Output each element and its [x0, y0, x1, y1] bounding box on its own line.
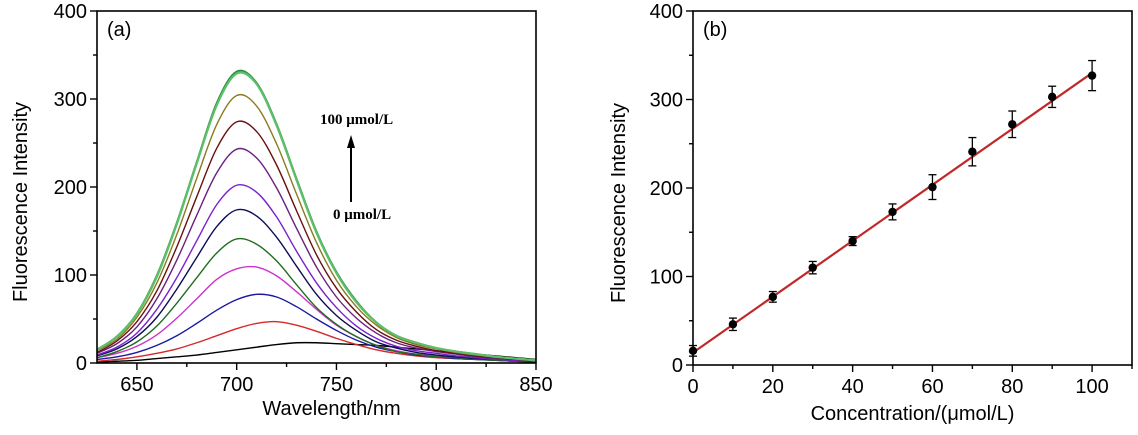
y-tick-label: 200 — [650, 178, 683, 200]
data-point-with-error-bar — [968, 136, 977, 167]
y-tick-label: 0 — [76, 353, 87, 375]
data-point — [728, 320, 738, 329]
x-axis-title: Concentration/(μmol/L) — [811, 403, 1015, 425]
data-point — [1087, 71, 1097, 80]
spectra-curves — [96, 69, 537, 363]
data-point — [928, 182, 937, 192]
spectrum-line — [96, 208, 537, 363]
y-tick-label: 300 — [54, 89, 87, 111]
data-point-with-error-bar — [768, 290, 778, 303]
panel-label: (b) — [703, 19, 727, 41]
y-tick-label: 100 — [650, 267, 683, 289]
spectrum-line — [96, 71, 537, 362]
x-tick-label: 750 — [320, 374, 353, 396]
spectrum-line — [96, 147, 537, 362]
panel-a-spectra-chart: 650 700 750 800 850 0 100 200 300 400 (a) Wavele… — [10, 1, 553, 420]
x-tick-label: 0 — [687, 376, 698, 398]
data-point-with-error-bar — [888, 203, 897, 221]
concentration-annotation: 100 μmol/L 0 μmol/L — [320, 112, 393, 223]
x-tick-label: 700 — [220, 374, 253, 396]
spectrum-line — [96, 69, 537, 362]
x-axis-ticks: 0 20 40 60 80 100 — [687, 365, 1133, 398]
data-points — [688, 59, 1097, 357]
data-point-with-error-bar — [1047, 85, 1057, 109]
spectrum-line — [96, 184, 537, 362]
y-tick-label: 200 — [54, 177, 87, 199]
y-axis-ticks: 0 100 200 300 400 — [650, 1, 693, 377]
y-axis-title: Fluorescence Intensity — [608, 103, 630, 303]
x-axis-ticks: 650 700 750 800 850 — [120, 363, 553, 396]
data-point-with-error-bar — [1008, 110, 1017, 139]
annotation-top-label: 100 μmol/L — [320, 112, 393, 128]
x-tick-label: 20 — [762, 376, 784, 398]
x-axis-title: Wavelength/nm — [262, 398, 400, 420]
data-point-with-error-bar — [808, 260, 817, 275]
arrow-head — [347, 135, 355, 148]
x-tick-label: 650 — [120, 374, 153, 396]
y-tick-label: 300 — [650, 90, 683, 112]
x-tick-label: 40 — [842, 376, 864, 398]
annotation-bottom-label: 0 μmol/L — [333, 207, 391, 223]
x-tick-label: 850 — [519, 374, 552, 396]
plot-frame — [692, 10, 1133, 366]
data-point — [1008, 120, 1017, 129]
data-point — [848, 236, 857, 246]
data-point — [688, 346, 698, 356]
x-tick-label: 100 — [1075, 376, 1108, 398]
y-tick-label: 0 — [672, 355, 683, 377]
spectrum-line — [96, 265, 537, 362]
data-point-with-error-bar — [728, 317, 738, 332]
panel-b-calibration-chart: 0 20 40 60 80 100 0 100 200 300 400 (b) Concentra… — [608, 1, 1133, 425]
data-point-with-error-bar — [1087, 59, 1097, 92]
spectrum-line — [96, 237, 537, 363]
x-tick-label: 800 — [420, 374, 453, 396]
spectrum-line — [96, 293, 537, 363]
data-point-with-error-bar — [928, 174, 937, 201]
y-tick-label: 400 — [650, 1, 683, 23]
x-tick-label: 80 — [1001, 376, 1023, 398]
data-point-with-error-bar — [688, 344, 698, 357]
y-axis-ticks: 0 100 200 300 400 — [54, 1, 97, 375]
x-tick-label: 60 — [921, 376, 943, 398]
data-point — [968, 147, 977, 156]
data-point — [888, 207, 897, 217]
y-tick-label: 400 — [54, 1, 87, 23]
panel-label: (a) — [107, 19, 131, 41]
y-axis-title: Fluorescence Intensity — [10, 102, 32, 302]
y-tick-label: 100 — [54, 265, 87, 287]
spectrum-line — [96, 120, 537, 362]
data-point — [808, 263, 817, 272]
data-point — [1047, 92, 1057, 102]
data-point — [768, 292, 778, 302]
data-point-with-error-bar — [848, 236, 857, 247]
